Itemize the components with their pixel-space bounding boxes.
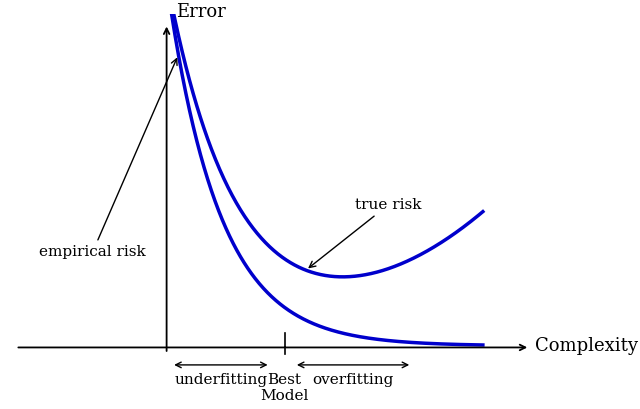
Text: Complexity: Complexity	[535, 337, 638, 355]
Text: empirical risk: empirical risk	[39, 58, 177, 259]
Text: underfitting: underfitting	[174, 373, 268, 387]
Text: true risk: true risk	[309, 198, 422, 267]
Text: overfitting: overfitting	[312, 373, 394, 387]
Text: Error: Error	[176, 2, 226, 20]
Text: Best
Model: Best Model	[260, 373, 309, 403]
